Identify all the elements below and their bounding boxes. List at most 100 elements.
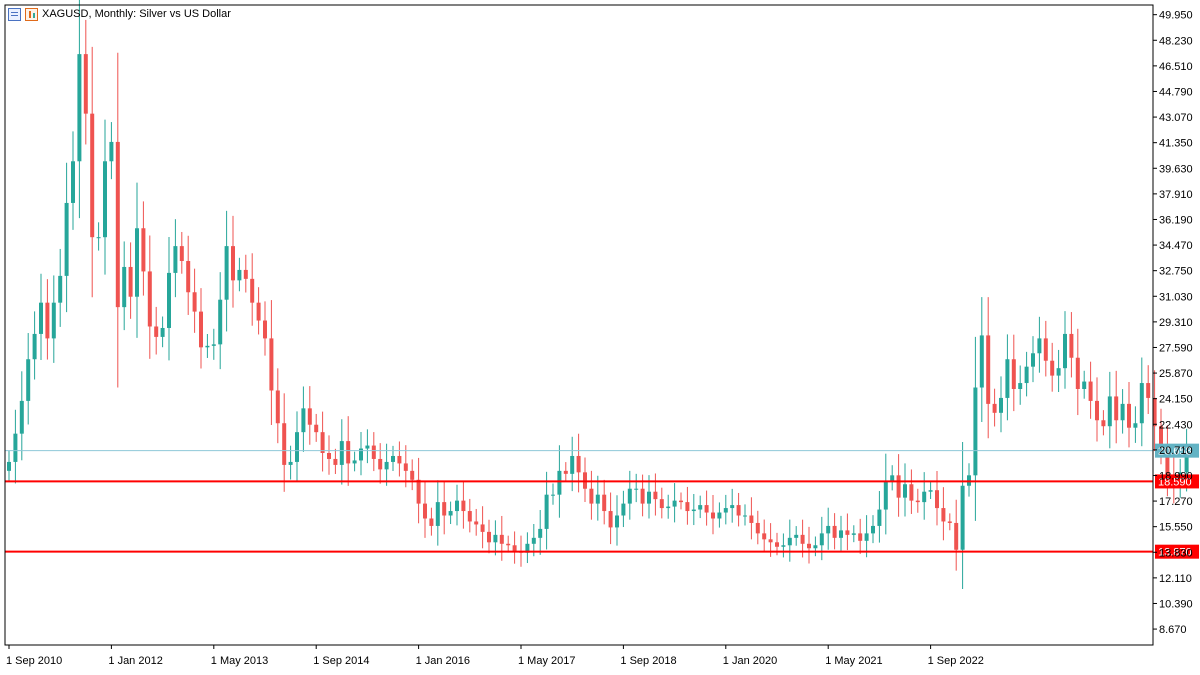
candle-body: [851, 533, 856, 535]
candle-body: [576, 455, 581, 473]
candle-body: [429, 518, 434, 526]
candle-body: [781, 545, 786, 547]
x-tick-label: 1 Jan 2020: [723, 655, 777, 667]
candle-body: [800, 534, 805, 544]
candle-body: [647, 491, 651, 504]
y-tick-label: 27.590: [1159, 342, 1193, 354]
candle-body: [352, 460, 357, 464]
candle-body: [295, 432, 299, 462]
candle-body: [1139, 383, 1144, 424]
y-tick-label: 13.830: [1159, 547, 1193, 559]
candle-body: [999, 397, 1003, 413]
candle-body: [858, 533, 863, 541]
candle-body: [570, 455, 575, 474]
candle-body: [455, 500, 459, 512]
candle-body: [691, 509, 696, 512]
y-tick-label: 44.790: [1159, 86, 1193, 98]
candle-body: [935, 490, 939, 509]
support-level-label: 18.590: [1158, 476, 1192, 488]
y-tick-label: 34.470: [1159, 240, 1193, 252]
candle-body: [685, 502, 690, 512]
candle-body: [730, 505, 735, 509]
y-tick-label: 22.430: [1159, 419, 1193, 431]
candle-body: [378, 458, 383, 470]
current-price-label: 20.658: [1158, 446, 1192, 458]
candle-body: [250, 278, 255, 303]
x-axis: 1 Sep 2010 1 Jan 2012 1 May 2013 1 Sep 2014…: [6, 645, 984, 667]
candle-body: [864, 533, 869, 541]
y-tick-label: 31.030: [1159, 291, 1193, 303]
candle-body: [979, 335, 984, 388]
y-tick-label: 48.230: [1159, 35, 1193, 47]
candle-body: [39, 302, 43, 334]
candle-body: [186, 261, 191, 293]
x-tick-label: 1 Jan 2012: [108, 655, 162, 667]
candle-body: [282, 423, 287, 465]
candle-body: [538, 528, 543, 538]
x-tick-label: 1 May 2017: [518, 655, 575, 667]
candle-body: [205, 345, 210, 348]
y-tick-label: 8.670: [1159, 624, 1187, 636]
candle-body: [243, 269, 248, 279]
lines-layer[interactable]: 20.658 18.590 13.870: [5, 443, 1199, 559]
candle-body: [147, 271, 152, 327]
candle-body: [813, 545, 818, 549]
candle-body: [1075, 357, 1080, 389]
candle-body: [608, 511, 613, 528]
candle-body: [416, 479, 421, 504]
candle-body: [973, 387, 978, 476]
candle-body: [986, 335, 991, 404]
candle-body: [173, 246, 178, 273]
candle-body: [839, 530, 843, 538]
candle-body: [391, 455, 395, 462]
candle-body: [448, 511, 453, 516]
candle-body: [1063, 333, 1067, 369]
candle-body: [1127, 403, 1131, 428]
candle-body: [115, 141, 120, 308]
candle-body: [224, 246, 229, 300]
candle-body: [615, 515, 619, 528]
y-tick-label: 39.630: [1159, 163, 1193, 175]
candle-body: [128, 266, 133, 297]
x-tick-label: 1 May 2013: [211, 655, 268, 667]
candle-body: [365, 445, 370, 449]
y-tick-label: 18.990: [1159, 470, 1193, 482]
support-level-label-bg: [1155, 544, 1199, 559]
candle-body: [77, 54, 82, 162]
support-level-label: 13.870: [1158, 547, 1192, 559]
candle-body: [666, 506, 671, 509]
x-tick-label: 1 Sep 2022: [928, 655, 984, 667]
candle-body: [141, 228, 146, 272]
candle-body: [263, 320, 267, 339]
candle-body: [602, 494, 607, 512]
trade-list-icon[interactable]: [8, 7, 21, 21]
candle-body: [1184, 450, 1189, 473]
candle-body: [359, 448, 363, 461]
candle-body: [755, 522, 760, 534]
candle-body: [275, 390, 280, 424]
candle-body: [794, 534, 799, 538]
candle-body: [199, 311, 203, 348]
candle-body: [71, 161, 75, 203]
candle-body: [167, 272, 171, 328]
candle-body: [160, 327, 165, 337]
candle-body: [928, 490, 933, 492]
candle-body: [371, 445, 376, 459]
candle-body: [531, 537, 536, 544]
candle-body: [474, 521, 479, 525]
candle-body: [493, 534, 498, 543]
candle-body: [403, 463, 408, 471]
candle-body: [51, 302, 56, 339]
candle-body: [83, 54, 88, 114]
y-tick-label: 36.190: [1159, 214, 1193, 226]
candlestick-chart-icon[interactable]: [25, 7, 38, 21]
candle-body: [749, 515, 754, 523]
candle-body: [787, 537, 792, 546]
candle-body: [768, 539, 773, 543]
candle-body: [1031, 353, 1035, 367]
candle-body: [7, 461, 11, 471]
candle-body: [544, 494, 549, 529]
y-tick-label: 12.110: [1159, 573, 1192, 585]
candle-body: [1024, 366, 1029, 384]
